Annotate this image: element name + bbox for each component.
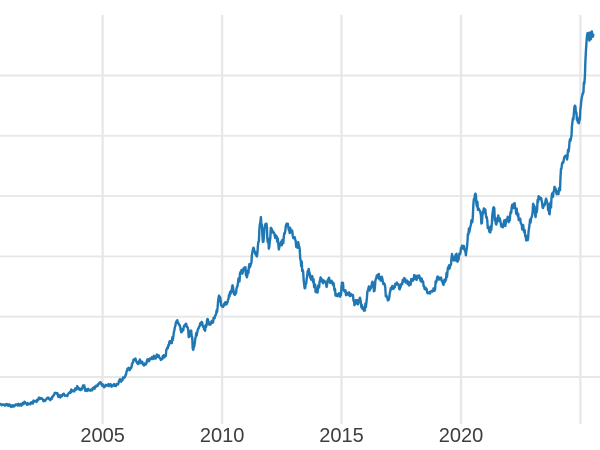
x-tick-label-2015: 2015 bbox=[319, 425, 364, 447]
price-line bbox=[0, 30, 595, 409]
x-tick-label-2005: 2005 bbox=[80, 425, 125, 447]
x-tick-label-2020: 2020 bbox=[438, 425, 484, 447]
x-tick-label-2010: 2010 bbox=[199, 425, 245, 447]
